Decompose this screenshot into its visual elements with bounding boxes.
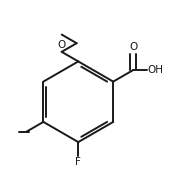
Text: OH: OH xyxy=(147,65,163,75)
Text: O: O xyxy=(57,40,65,50)
Text: F: F xyxy=(75,157,81,167)
Text: O: O xyxy=(129,42,137,52)
